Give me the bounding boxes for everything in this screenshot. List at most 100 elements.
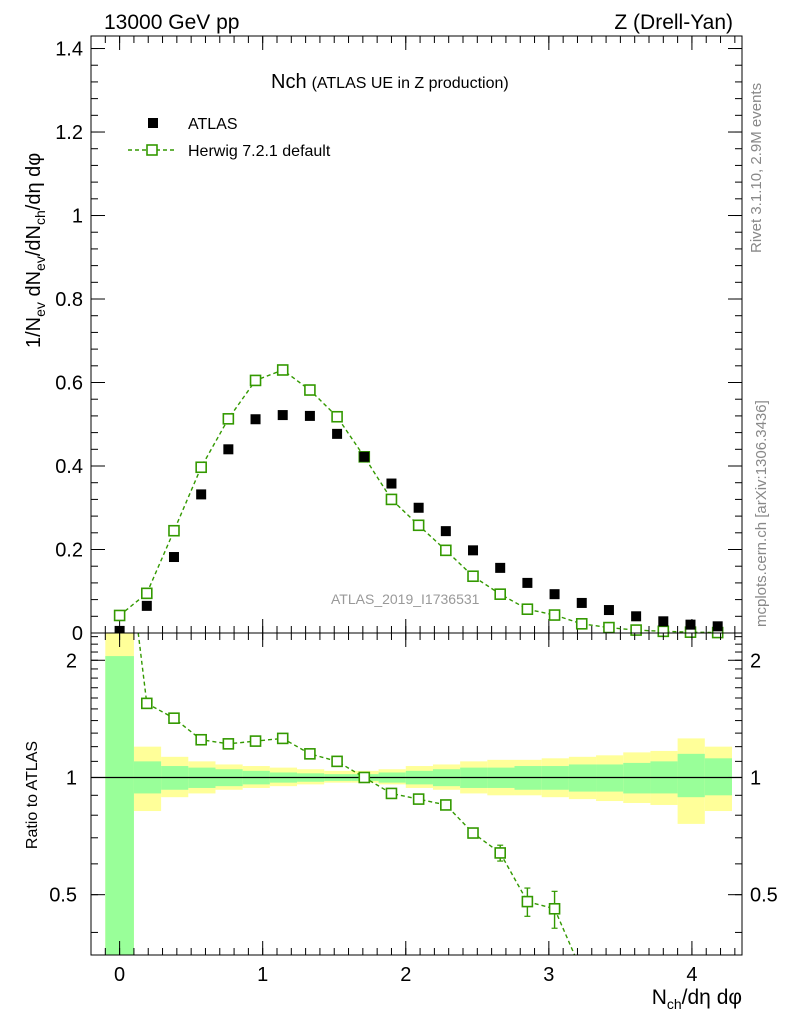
main-ytick-label: 0 xyxy=(72,623,83,645)
ratio-series xyxy=(137,633,576,955)
herwig-ratio-point xyxy=(304,748,316,760)
legend-marker-herwig xyxy=(146,144,158,156)
atlas-main-point xyxy=(413,502,424,513)
herwig-main-point xyxy=(304,384,316,396)
ratio-ytick-label: 2 xyxy=(66,650,77,672)
herwig-ratio-point xyxy=(249,735,262,747)
herwig-ratio-point xyxy=(440,799,452,811)
main-ytick-label: 1.2 xyxy=(55,122,83,144)
herwig-main-point xyxy=(521,603,534,616)
ratio-xtick-label: 1 xyxy=(257,964,268,986)
herwig-ratio-point xyxy=(331,755,343,768)
main-y-axis-label: 1/Nev dNev/dNch/dη dφ xyxy=(23,153,48,348)
atlas-main-point xyxy=(114,625,125,636)
herwig-ratio-point xyxy=(141,697,153,710)
rivet-label: Rivet 3.1.10, 2.9M events xyxy=(748,83,765,253)
herwig-main-point xyxy=(440,544,452,557)
ratio-frame xyxy=(90,632,743,956)
header-right: Z (Drell-Yan) xyxy=(614,11,733,34)
mcplots-label: mcplots.cern.ch [arXiv:1306.3436] xyxy=(753,400,770,627)
atlas-main-point xyxy=(658,616,669,627)
herwig-main-point xyxy=(494,588,507,600)
ratio-xtick-label: 3 xyxy=(543,964,554,986)
main-ytick-label: 1 xyxy=(72,206,83,228)
atlas-main-point xyxy=(359,451,370,462)
atlas-main-point xyxy=(440,526,451,537)
atlas-main-point xyxy=(576,597,587,608)
herwig-main-point xyxy=(141,587,153,600)
ratio-panel: 0.5 0.5 1 1 2 2 0 1 2 3 4 xyxy=(49,632,778,986)
xlabel-part-2: /dη dφ xyxy=(682,986,742,1009)
atlas-main-point xyxy=(549,589,560,600)
plot-title-main: Nch xyxy=(271,71,307,93)
plot-title-sub: (ATLAS UE in Z production) xyxy=(312,75,509,92)
legend-label-atlas: ATLAS xyxy=(188,116,238,133)
main-ytick-label: 0.8 xyxy=(55,289,83,311)
ratio-ytick-label: 1 xyxy=(66,767,77,789)
ylabel-sub-ev: ev xyxy=(32,302,48,317)
atlas-main-point xyxy=(141,600,152,611)
x-axis-label: Nch/dη dφ xyxy=(652,986,742,1012)
atlas-main-point xyxy=(332,428,343,439)
ratio-ytick-label-right: 2 xyxy=(750,650,761,672)
herwig-ratio-point xyxy=(168,712,180,724)
herwig-ratio-point xyxy=(412,793,425,805)
herwig-ratio-point xyxy=(276,732,289,745)
herwig-main-point xyxy=(331,410,343,423)
xlabel-part-1: N xyxy=(652,986,667,1009)
ylabel-sub-ch: ch xyxy=(32,210,48,225)
main-series xyxy=(113,364,724,639)
atlas-main-point xyxy=(631,611,642,622)
ratio-band-inner xyxy=(704,758,732,796)
herwig-ratio-line xyxy=(146,702,555,910)
legend-marker-atlas xyxy=(148,118,158,128)
analysis-tag: ATLAS_2019_I1736531 xyxy=(331,591,480,607)
ratio-band-inner xyxy=(105,656,134,955)
herwig-main-point xyxy=(467,570,479,583)
ratio-ticks: 0.5 0.5 1 1 2 2 0 1 2 3 4 xyxy=(49,633,778,986)
ratio-ytick-label-right: 0.5 xyxy=(750,885,778,907)
atlas-main-point xyxy=(468,545,479,556)
herwig-ratio-point xyxy=(385,787,398,800)
herwig-main-point xyxy=(603,621,615,634)
ylabel-part-2: dN xyxy=(23,271,45,302)
atlas-main-point xyxy=(196,489,207,500)
atlas-main-point xyxy=(386,478,397,489)
ratio-band-inner xyxy=(623,762,651,794)
atlas-main-point xyxy=(168,552,179,563)
herwig-main-point xyxy=(548,609,561,621)
herwig-ratio-point xyxy=(548,902,561,915)
atlas-main-point xyxy=(223,444,234,455)
herwig-main-point xyxy=(113,609,126,622)
herwig-main-point xyxy=(575,618,588,630)
atlas-main-point xyxy=(495,562,506,573)
herwig-main-point xyxy=(249,374,262,387)
ratio-ytick-label: 0.5 xyxy=(49,885,77,907)
ylabel-part-1: 1/N xyxy=(23,317,45,348)
main-ytick-label: 0.4 xyxy=(55,456,83,478)
herwig-main-point xyxy=(412,519,425,532)
ratio-y-axis-label: Ratio to ATLAS xyxy=(24,741,41,849)
herwig-ratio-point xyxy=(521,895,534,908)
legend: ATLAS Herwig 7.2.1 default xyxy=(128,116,331,160)
main-ytick-label: 1.4 xyxy=(55,39,83,61)
atlas-main-point xyxy=(304,410,315,421)
ylabel-part-3: /dN xyxy=(23,225,45,256)
herwig-main-point xyxy=(385,493,398,506)
herwig-ratio-point xyxy=(494,847,507,859)
xlabel-sub-ch: ch xyxy=(667,996,682,1012)
ratio-ytick-label-right: 1 xyxy=(750,767,761,789)
atlas-main-point xyxy=(712,621,723,632)
legend-label-herwig: Herwig 7.2.1 default xyxy=(188,143,331,160)
plot-title: Nch (ATLAS UE in Z production) xyxy=(271,71,509,93)
herwig-main-point xyxy=(222,413,235,425)
main-panel: ATLAS_2019_I1736531 Nch (ATLAS UE in Z pr… xyxy=(55,35,743,645)
herwig-main-point xyxy=(630,624,642,636)
header-left: 13000 GeV pp xyxy=(104,11,239,34)
ylabel-sub-ev-2: ev xyxy=(32,256,48,271)
ratio-xtick-label: 4 xyxy=(686,964,697,986)
atlas-main-point xyxy=(603,605,614,616)
ratio-xtick-label: 2 xyxy=(400,964,411,986)
main-ytick-label: 0.6 xyxy=(55,373,83,395)
